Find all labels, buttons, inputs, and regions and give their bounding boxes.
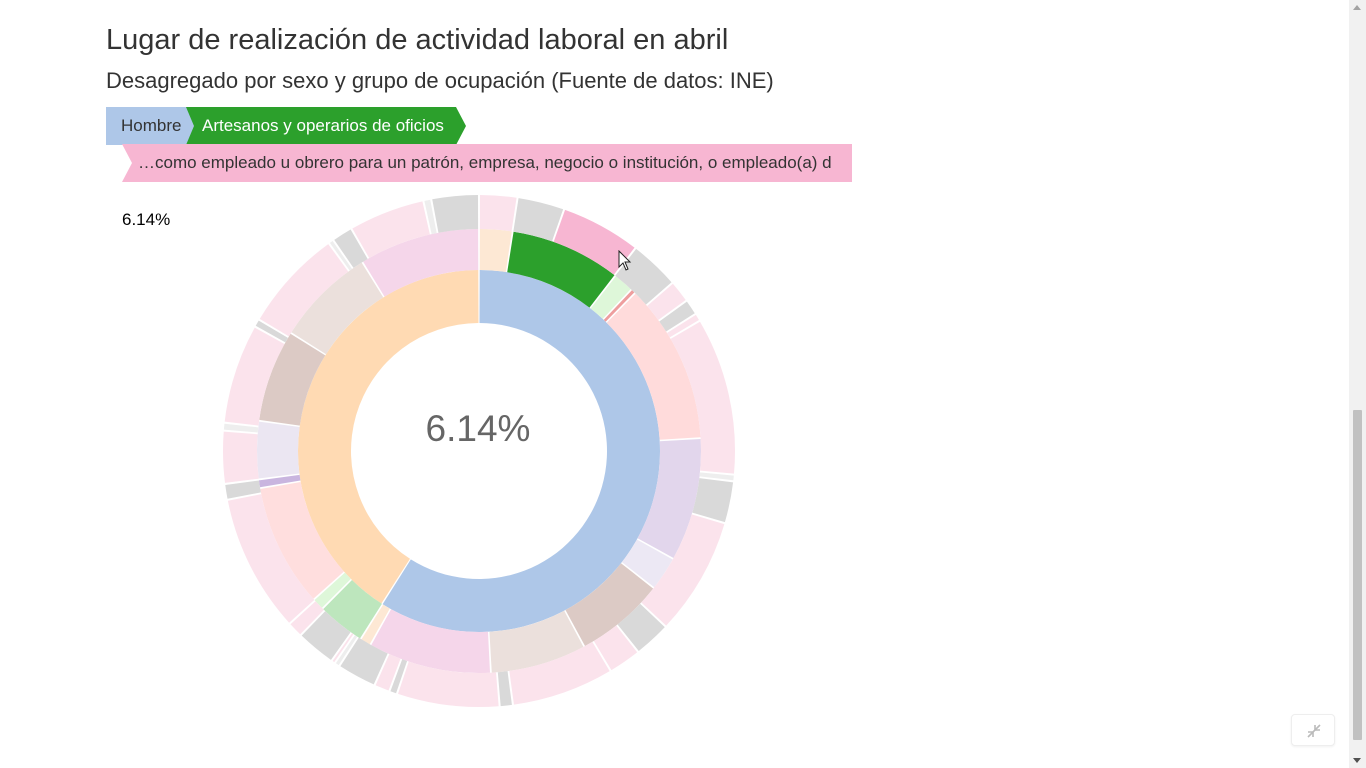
sunburst-segment-ring3-5[interactable] — [647, 283, 686, 321]
sunburst-segment-ring3-3[interactable] — [553, 209, 635, 275]
sunburst-segment-ring3-10[interactable] — [692, 478, 734, 523]
sunburst-segment-ring2-11[interactable] — [361, 604, 390, 645]
sunburst-segment-ring2-14[interactable] — [260, 481, 344, 599]
sunburst-segment-ring3-34[interactable] — [424, 199, 437, 235]
sunburst-segment-ring3-4[interactable] — [615, 248, 672, 305]
sunburst-segment-ring2-6[interactable] — [637, 439, 701, 558]
sunburst-segment-ring3-25[interactable] — [225, 480, 261, 499]
sunburst-segment-ring3-31[interactable] — [329, 241, 353, 271]
scrollbar-thumb[interactable] — [1353, 410, 1362, 740]
compress-arrows-icon — [1307, 724, 1321, 738]
chart-title: Lugar de realización de actividad labora… — [106, 24, 729, 56]
sunburst-segment-ring2-12[interactable] — [323, 579, 382, 639]
sunburst-segment-ring3-14[interactable] — [509, 641, 610, 705]
sunburst-segment-ring3-9[interactable] — [699, 472, 734, 481]
sunburst-segment-ring2-8[interactable] — [565, 563, 654, 647]
sunburst-segment-ring3-8[interactable] — [670, 321, 736, 474]
breadcrumb-item-workplace[interactable]: …como empleado u obrero para un patrón, … — [122, 144, 852, 182]
sunburst-segment-ring3-16[interactable] — [398, 661, 499, 707]
sunburst-segment-ring3-18[interactable] — [375, 654, 401, 691]
breadcrumb-item-sex[interactable]: Hombre — [106, 107, 198, 145]
sunburst-segment-ring2-15[interactable] — [258, 474, 301, 488]
sunburst-segment-ring3-17[interactable] — [390, 659, 408, 694]
sunburst-segment-ring3-24[interactable] — [227, 494, 315, 623]
sunburst-segment-ring3-22[interactable] — [301, 611, 351, 660]
sunburst-segment-ring3-29[interactable] — [255, 320, 288, 343]
sunburst-segment-ring3-21[interactable] — [332, 633, 354, 663]
sunburst-segment-ring3-35[interactable] — [432, 195, 479, 233]
sunburst-segment-ring3-32[interactable] — [334, 229, 368, 268]
sunburst-segment-ring2-19[interactable] — [363, 229, 479, 297]
sunburst-segment-ring3-19[interactable] — [340, 637, 388, 685]
sunburst-segment-ring3-23[interactable] — [290, 601, 324, 635]
sunburst-segment-ring3-6[interactable] — [659, 301, 695, 332]
scroll-down-arrow-icon[interactable] — [1353, 758, 1361, 763]
scroll-up-arrow-icon[interactable] — [1353, 5, 1361, 10]
sunburst-segment-ring3-33[interactable] — [352, 201, 430, 259]
sunburst-segment-ring2-18[interactable] — [291, 262, 384, 355]
sunburst-segment-ring3-1[interactable] — [479, 195, 517, 232]
sunburst-segment-ring2-7[interactable] — [621, 539, 673, 588]
sunburst-segment-ring2-3[interactable] — [590, 276, 631, 319]
sunburst-segment-ring3-13[interactable] — [593, 625, 638, 671]
mouse-cursor-icon — [618, 250, 632, 271]
sunburst-segment-ring2-9[interactable] — [489, 610, 584, 673]
sunburst-segment-ring3-7[interactable] — [667, 314, 699, 338]
sunburst-segment-ring3-11[interactable] — [641, 514, 725, 626]
sunburst-segment-ring2-2[interactable] — [507, 231, 615, 308]
sunburst-segment-ring2-5[interactable] — [606, 293, 701, 440]
sunburst-segment-ring3-15[interactable] — [497, 671, 512, 707]
sunburst-segment-ring1-2[interactable] — [298, 270, 479, 604]
expand-button[interactable] — [1291, 714, 1335, 746]
sunburst-segment-ring3-28[interactable] — [224, 327, 285, 426]
center-percentage: 6.14% — [425, 408, 531, 449]
sunburst-segment-ring2-17[interactable] — [259, 333, 326, 426]
sunburst-segment-ring3-30[interactable] — [259, 244, 349, 337]
sunburst-segment-ring3-27[interactable] — [223, 423, 259, 433]
chart-subtitle: Desagregado por sexo y grupo de ocupació… — [106, 68, 774, 93]
sunburst-segment-ring2-13[interactable] — [314, 572, 351, 608]
sunburst-rings — [223, 195, 736, 707]
percentage-label: 6.14% — [122, 210, 171, 229]
sunburst-segment-ring2-1[interactable] — [479, 229, 512, 272]
sunburst-segment-ring2-10[interactable] — [371, 609, 491, 673]
sunburst-segment-ring3-20[interactable] — [335, 635, 358, 666]
sunburst-segment-ring3-12[interactable] — [617, 603, 665, 652]
sunburst-segment-ring1-1[interactable] — [382, 270, 660, 632]
sunburst-segment-ring2-16[interactable] — [257, 421, 300, 479]
breadcrumb-item-occupation[interactable]: Artesanos y operarios de oficios — [186, 107, 466, 145]
sunburst-segment-ring3-2[interactable] — [513, 198, 564, 242]
vertical-scrollbar[interactable] — [1349, 0, 1366, 768]
sunburst-segment-ring2-4[interactable] — [603, 290, 635, 322]
sunburst-segment-ring3-26[interactable] — [223, 431, 259, 483]
